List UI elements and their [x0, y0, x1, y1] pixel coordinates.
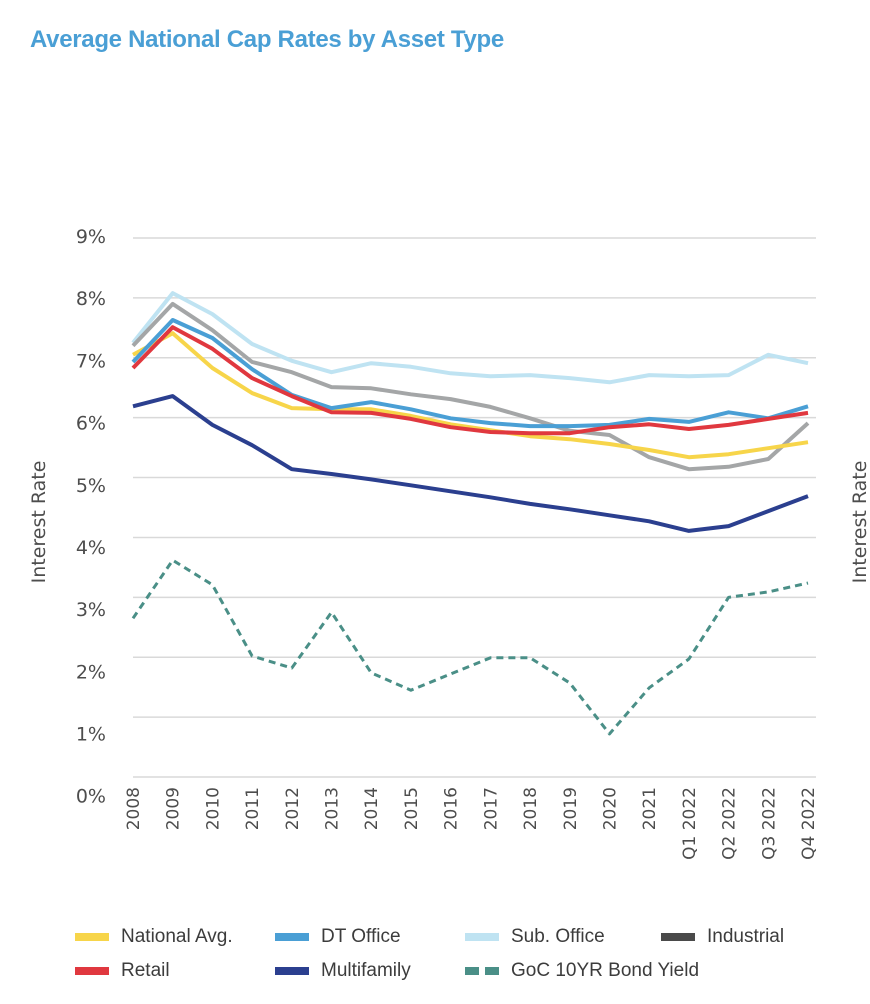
legend-item: Retail [75, 960, 170, 982]
chart-title: Average National Cap Rates by Asset Type [30, 26, 504, 53]
x-axis-ticks: 2008 2009 2010 2011 2012 2013 2014 2015 2016 2017… [124, 787, 819, 860]
y-tick-label: 5% [76, 475, 106, 497]
legend-swatch [275, 933, 309, 941]
legend-label: Industrial [707, 926, 785, 947]
x-tick-label: 2017 [481, 787, 501, 830]
series-line-dt-office [131, 318, 809, 429]
y-tick-label: 8% [76, 288, 106, 310]
series-line-industrial [131, 301, 810, 472]
legend-swatch [465, 933, 499, 941]
series-line-retail [131, 325, 809, 436]
legend-label: Retail [121, 960, 170, 981]
line-chart: 0% 1% 2% 3% 4% 5% 6% 7% 8% 9% 2008 2009 2010 2011 201… [28, 226, 870, 860]
legend-label: GoC 10YR Bond Yield [511, 960, 700, 981]
x-tick-label: Q1 2022 [680, 787, 700, 860]
legend-label: National Avg. [121, 926, 233, 947]
legend-swatch [661, 933, 695, 941]
x-tick-label: 2016 [442, 787, 462, 830]
legend-item: DT Office [275, 926, 401, 948]
legend-swatch [75, 967, 109, 975]
x-tick-label: 2021 [640, 787, 660, 830]
legend-swatch [465, 967, 499, 975]
x-tick-label: 2015 [402, 787, 422, 830]
y-axis-label-left: Interest Rate [28, 461, 50, 584]
y-tick-label: 9% [76, 226, 106, 248]
legend-item: Industrial [661, 926, 784, 948]
legend-swatch [75, 933, 109, 941]
y-tick-label: 6% [76, 413, 106, 435]
y-tick-label: 7% [76, 350, 106, 372]
legend-item: Multifamily [275, 960, 411, 982]
x-tick-label: 2019 [561, 787, 581, 830]
x-tick-label: 2018 [521, 787, 541, 830]
series-line-multifamily [132, 394, 809, 533]
x-tick-label: 2009 [164, 787, 184, 830]
gridlines [133, 237, 816, 778]
x-tick-label: 2020 [600, 787, 620, 830]
series-line-sub-office [131, 291, 809, 385]
legend-item: GoC 10YR Bond Yield [465, 960, 699, 982]
series-lines [131, 291, 810, 736]
legend-label: DT Office [321, 926, 401, 947]
legend-item: Sub. Office [465, 926, 605, 948]
x-tick-label: Q2 2022 [720, 787, 740, 860]
x-tick-label: 2011 [243, 787, 263, 830]
y-tick-label: 0% [76, 786, 106, 808]
legend-swatch [275, 967, 309, 975]
series-line-goc-10yr-bond-yield [131, 558, 809, 736]
y-axis-label-right: Interest Rate [849, 461, 870, 584]
y-tick-label: 1% [76, 724, 106, 746]
legend-item: National Avg. [75, 926, 233, 948]
y-tick-label: 4% [76, 537, 106, 559]
series-line-national-avg [132, 331, 809, 460]
y-tick-label: 3% [76, 599, 106, 621]
legend-label: Sub. Office [511, 926, 605, 947]
legend-label: Multifamily [321, 960, 411, 981]
x-tick-label: 2010 [203, 787, 223, 830]
y-axis-ticks: 0% 1% 2% 3% 4% 5% 6% 7% 8% 9% [76, 226, 106, 808]
x-tick-label: Q4 2022 [799, 787, 819, 860]
x-tick-label: 2008 [124, 787, 144, 830]
y-tick-label: 2% [76, 661, 106, 683]
x-tick-label: 2014 [362, 787, 382, 830]
x-tick-label: Q3 2022 [759, 787, 779, 860]
x-tick-label: 2013 [323, 787, 343, 830]
x-tick-label: 2012 [283, 787, 303, 830]
